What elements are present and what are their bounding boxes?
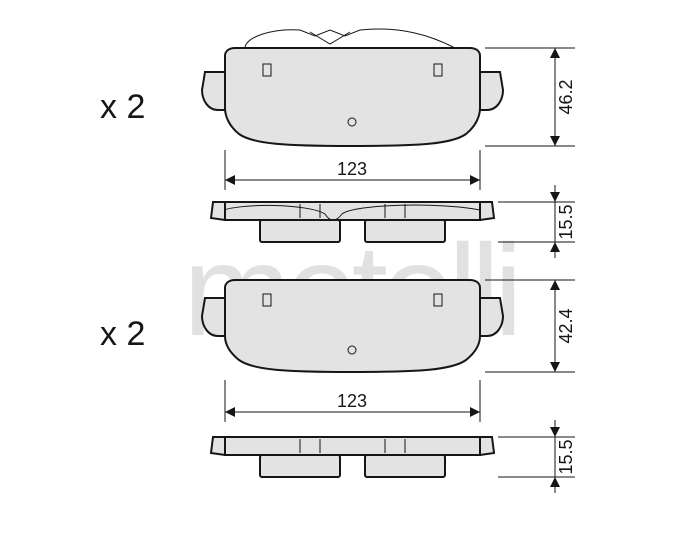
bottom-side-view	[211, 437, 494, 477]
bot-side-friction-l	[260, 455, 340, 477]
dim-width-top: 123	[225, 150, 480, 190]
top-side-tab-l	[211, 202, 225, 220]
bot-pad-ear-right	[480, 298, 503, 336]
bot-side-tab-l	[211, 437, 225, 455]
top-pad-front	[202, 29, 503, 146]
dim-width-top-label: 123	[337, 159, 367, 179]
top-side-back	[225, 202, 480, 220]
top-pad-ear-left	[202, 72, 225, 110]
bot-pad-ear-left	[202, 298, 225, 336]
dim-thick-a: 15.5	[550, 185, 576, 258]
diagram: metelli	[0, 0, 700, 545]
dim-thick-b: 15.5	[550, 420, 576, 493]
bot-side-friction-r	[365, 455, 445, 477]
top-pad-clip	[245, 29, 455, 48]
dim-height-b: 42.4	[550, 280, 576, 372]
top-side-tab-r	[480, 202, 494, 220]
dim-width-bot-label: 123	[337, 391, 367, 411]
top-pad-ear-right	[480, 72, 503, 110]
dim-width-bot: 123	[225, 380, 480, 422]
bottom-pad-front	[202, 280, 503, 372]
qty-label-a: x 2	[100, 88, 145, 126]
top-side-friction-l	[260, 220, 340, 242]
top-pad-clip-detail	[310, 32, 350, 44]
bot-side-tab-r	[480, 437, 494, 455]
top-pad-body	[225, 48, 480, 146]
dim-height-a-label: 46.2	[556, 79, 576, 114]
dim-height-a: 46.2	[550, 48, 576, 146]
top-side-friction-r	[365, 220, 445, 242]
dim-thick-b-label: 15.5	[556, 439, 576, 474]
dim-height-b-label: 42.4	[556, 308, 576, 343]
dim-thick-a-label: 15.5	[556, 204, 576, 239]
bot-side-back	[225, 437, 480, 455]
qty-label-b: x 2	[100, 315, 145, 353]
